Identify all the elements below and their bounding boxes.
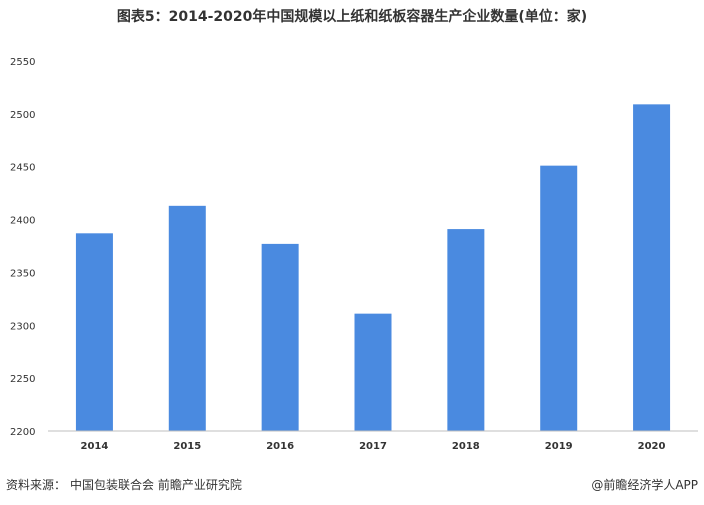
y-tick-label: 2500 <box>10 110 35 121</box>
y-tick-label: 2250 <box>10 374 35 385</box>
credit-text: @前瞻经济学人APP <box>591 478 698 492</box>
bar-2019 <box>540 165 578 431</box>
x-tick-label: 2020 <box>638 441 666 452</box>
x-tick-label: 2017 <box>359 441 387 452</box>
y-tick-label: 2200 <box>10 427 35 438</box>
y-tick-label: 2350 <box>10 268 35 279</box>
bar-2016 <box>261 243 299 431</box>
y-tick-label: 2400 <box>10 216 35 227</box>
source-text: 中国包装联合会 前瞻产业研究院 <box>70 478 242 492</box>
x-tick-label: 2015 <box>173 441 201 452</box>
bar-2018 <box>447 229 485 431</box>
y-tick-label: 2450 <box>10 163 35 174</box>
x-tick-label: 2014 <box>81 441 109 452</box>
chart-title: 图表5：2014-2020年中国规模以上纸和纸板容器生产企业数量(单位：家) <box>116 9 588 25</box>
bar-2020 <box>633 104 671 431</box>
source-label: 资料来源： <box>6 478 67 492</box>
x-axis: 2014 2015 2016 2017 2018 2019 2020 <box>48 430 698 452</box>
bar-2014 <box>75 233 113 431</box>
bar-2017 <box>354 313 392 431</box>
y-axis: 2200 2250 2300 2350 2400 2450 2500 2550 <box>10 57 35 438</box>
y-tick-label: 2550 <box>10 57 35 68</box>
x-tick-label: 2019 <box>545 441 573 452</box>
bar-2015 <box>168 205 206 431</box>
source-note: 资料来源： 中国包装联合会 前瞻产业研究院 <box>6 476 242 493</box>
y-tick-label: 2300 <box>10 321 35 332</box>
x-tick-label: 2018 <box>452 441 480 452</box>
bars <box>75 104 671 431</box>
x-tick-label: 2016 <box>266 441 294 452</box>
